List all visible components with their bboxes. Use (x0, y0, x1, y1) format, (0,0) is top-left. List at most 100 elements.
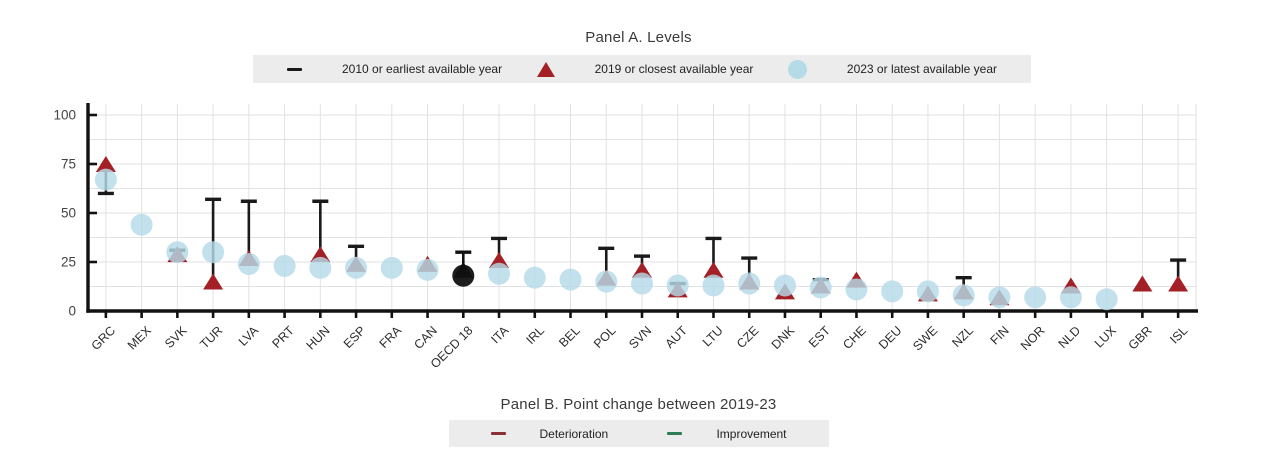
marker-2023-circle (309, 256, 332, 279)
x-tick-label: LUX (1092, 323, 1120, 351)
column-LTU (702, 236, 725, 297)
column-OECD 18 (452, 250, 475, 287)
x-tick-label: SVN (626, 323, 654, 351)
marker-2023-circle (237, 252, 260, 275)
y-tick-label: 25 (61, 255, 76, 270)
marker-2023-circle (416, 258, 439, 281)
axis-ticks (89, 113, 1180, 318)
column-BEL (559, 268, 582, 291)
y-tick-label: 50 (61, 206, 76, 221)
x-tick-label: GRC (89, 323, 119, 353)
marker-2023-circle (559, 268, 582, 291)
column-SVK (166, 241, 189, 264)
legend-label: 2010 or earliest available year (342, 62, 503, 76)
marker-2023-circle (452, 264, 475, 287)
marker-2023-circle (94, 168, 117, 191)
marker-2019-triangle (1132, 275, 1153, 292)
column-DNK (773, 274, 796, 300)
marker-2023-circle (488, 262, 511, 285)
x-tick-label: FRA (377, 323, 405, 351)
dash-marker-icon (490, 432, 506, 435)
legend-label: Improvement (716, 426, 787, 441)
marker-2023-circle (773, 274, 796, 297)
marker-2023-circle (988, 286, 1011, 309)
column-AUT (666, 274, 689, 298)
marker-2023-circle (702, 274, 725, 297)
x-tick-label: LVA (236, 323, 262, 349)
triangle-marker-icon (536, 61, 555, 77)
column-HUN (309, 199, 332, 279)
column-MEX (130, 213, 153, 236)
x-tick-label: TUR (197, 323, 225, 351)
x-tick-label: PRT (269, 323, 297, 351)
x-tick-label: EST (806, 323, 833, 350)
column-GRC (94, 155, 117, 196)
legend-label: 2023 or latest available year (846, 62, 997, 76)
column-CZE (738, 256, 761, 295)
x-tick-label: HUN (304, 323, 333, 352)
column-NLD (1059, 277, 1082, 309)
x-tick-label: DNK (769, 323, 798, 352)
column-NOR (1024, 286, 1047, 309)
legend-item: 2023 or latest available year (787, 59, 997, 79)
column-FIN (988, 286, 1011, 309)
marker-2019-triangle (95, 155, 116, 172)
marker-2023-circle (1024, 286, 1047, 309)
marker-2019-triangle (203, 273, 224, 290)
x-tick-label: IRL (523, 323, 547, 347)
column-DEU (881, 280, 904, 303)
x-tick-label: LTU (700, 323, 726, 349)
marker-2023-circle (916, 280, 939, 303)
marker-2023-circle (202, 241, 225, 264)
column-SWE (916, 280, 939, 303)
x-tick-label: POL (591, 323, 619, 351)
x-tick-label: ISL (1167, 323, 1190, 346)
circle-marker-icon (787, 59, 807, 79)
marker-2019-triangle (1168, 275, 1189, 292)
panel-a-title: Panel A. Levels (585, 29, 692, 46)
column-EST (809, 276, 832, 299)
marker-2023-circle (809, 276, 832, 299)
column-ISL (1168, 258, 1189, 292)
legend-label: 2019 or closest available year (594, 62, 754, 76)
column-CHE (845, 271, 868, 301)
x-tick-label: ITA (488, 323, 511, 346)
marker-2023-circle (881, 280, 904, 303)
panel-b-title: Panel B. Point change between 2019-23 (500, 396, 777, 413)
panel-b-legend: Deterioration Improvement (448, 420, 829, 447)
marker-2023-circle (1095, 288, 1118, 311)
marker-2023-circle (738, 272, 761, 295)
x-tick-label: CAN (411, 323, 440, 352)
marker-2023-circle (166, 241, 189, 264)
y-tick-label: 0 (68, 304, 76, 319)
x-tick-label: NZL (949, 323, 976, 350)
x-tick-label: GBR (1126, 323, 1155, 352)
x-tick-label: NLD (1056, 323, 1084, 351)
x-tick-label: SWE (910, 323, 940, 353)
x-tick-label: MEX (125, 323, 155, 353)
column-GBR (1132, 275, 1153, 292)
legend-item: 2010 or earliest available year (287, 62, 502, 76)
marker-2023-circle (345, 256, 368, 279)
marker-2023-circle (845, 278, 868, 301)
legend-label: Deterioration (539, 426, 609, 441)
panel-a-chart: 0 25 50 75 100 GRC MEX SVK TUR LVA PRT HUN ESP FRA CAN… (53, 103, 1198, 371)
column-NZL (952, 275, 975, 307)
column-SVN (631, 254, 653, 295)
column-IRL (523, 266, 546, 289)
marker-2023-circle (380, 256, 403, 279)
marker-2023-circle (273, 254, 296, 277)
column-LVA (237, 199, 260, 275)
x-tick-label: AUT (662, 323, 690, 351)
x-tick-label: FIN (988, 323, 1012, 347)
legend-item: Improvement (667, 426, 787, 441)
column-LUX (1095, 288, 1118, 311)
marker-2023-circle (666, 274, 689, 297)
marker-2023-circle (130, 213, 153, 236)
legend-item: 2019 or closest available year (536, 61, 754, 77)
legend-item: Deterioration (490, 426, 609, 441)
column-CAN (416, 255, 439, 281)
marker-2023-circle (952, 284, 975, 307)
column-ESP (345, 244, 368, 279)
